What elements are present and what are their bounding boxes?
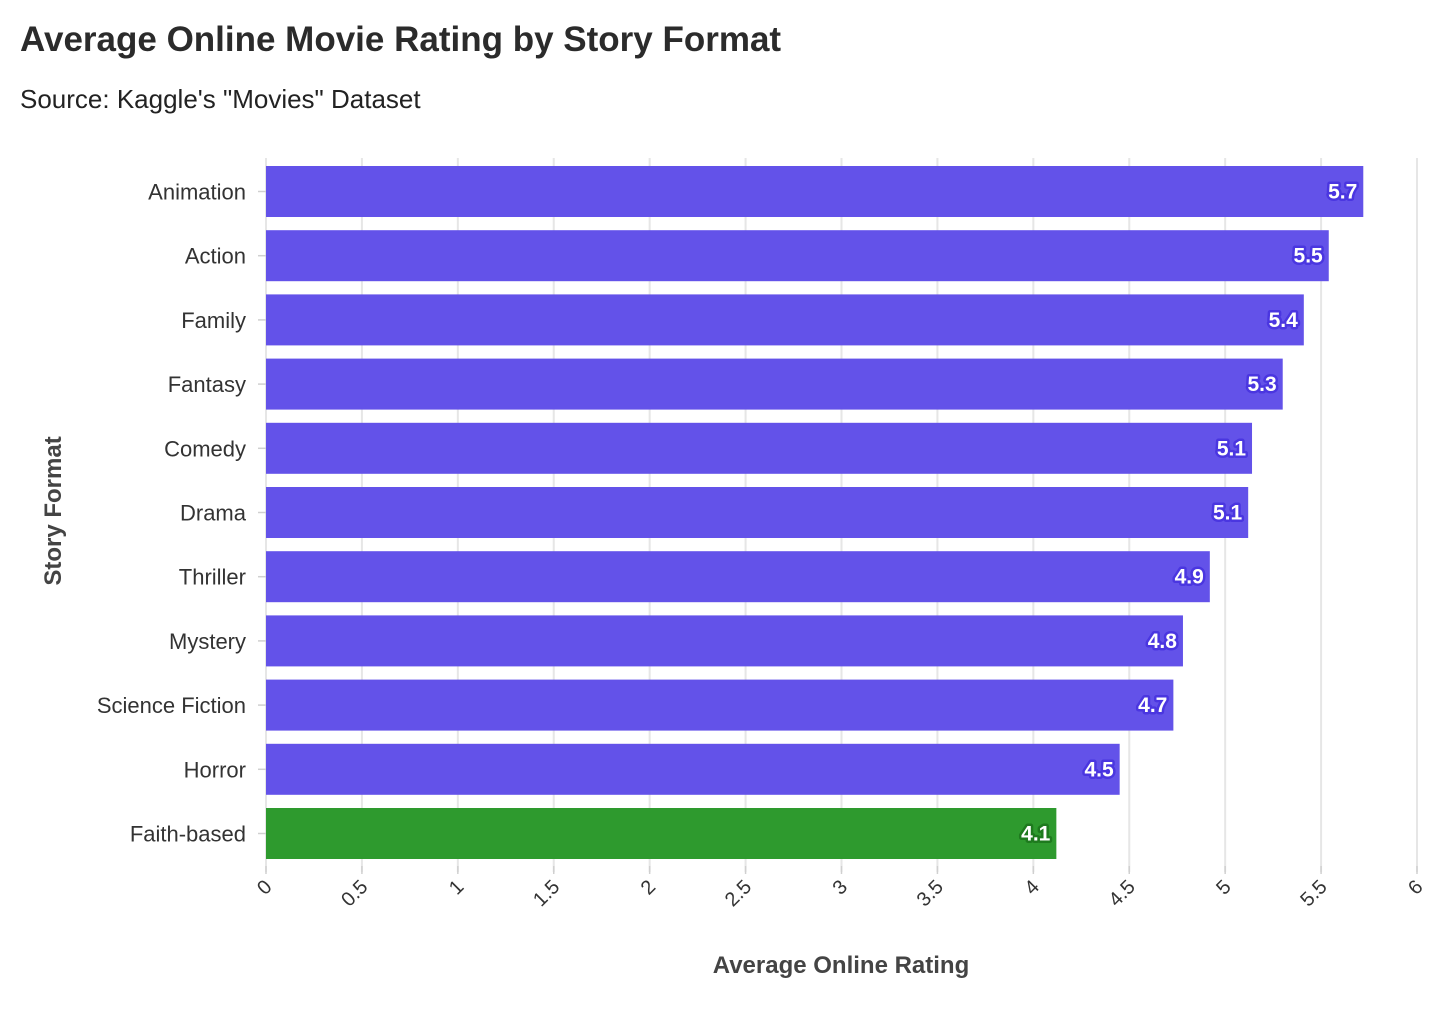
x-tick-label: 3.5 bbox=[913, 876, 948, 911]
y-tick-label: Comedy bbox=[164, 436, 246, 461]
bar-value-label: 5.5 bbox=[1294, 245, 1324, 268]
x-tick-label: 4.5 bbox=[1105, 876, 1140, 911]
x-tick-label: 2 bbox=[637, 876, 660, 899]
bar-mystery bbox=[266, 615, 1183, 667]
bars: 5.7 5.5 5.4 5.3 5.1 5.1 4.9 4.8 4.7 4.5 4.1 bbox=[266, 166, 1364, 859]
bar-animation bbox=[266, 166, 1364, 217]
x-tick-label: 1.5 bbox=[529, 876, 564, 911]
y-tick-label: Horror bbox=[184, 757, 246, 782]
y-tick-label: Fantasy bbox=[168, 372, 246, 397]
y-axis-title: Story Format bbox=[40, 436, 67, 585]
y-tick-label: Drama bbox=[180, 501, 247, 526]
chart-title: Average Online Movie Rating by Story For… bbox=[20, 20, 782, 59]
y-tick-label: Science Fiction bbox=[97, 693, 246, 718]
bar-family bbox=[266, 294, 1304, 346]
x-tick-label: 1 bbox=[445, 876, 468, 899]
x-tick-label: 4 bbox=[1020, 876, 1043, 899]
x-tick-label: 5 bbox=[1212, 876, 1235, 899]
bar-value-label: 5.4 bbox=[1269, 309, 1299, 332]
bar-value-label: 4.5 bbox=[1084, 758, 1114, 781]
y-tick-label: Action bbox=[185, 244, 246, 269]
bar-science-fiction bbox=[266, 679, 1174, 731]
bar-value-label: 4.1 bbox=[1021, 823, 1051, 846]
x-tick-label: 5.5 bbox=[1296, 876, 1331, 911]
bar-value-label: 4.8 bbox=[1148, 630, 1178, 653]
x-tick-label: 3 bbox=[829, 876, 852, 899]
y-axis-ticks: Animation Action Family Fantasy Comedy Drama T… bbox=[97, 180, 266, 847]
bar-value-label: 5.3 bbox=[1248, 373, 1277, 396]
bar-value-label: 5.1 bbox=[1217, 437, 1247, 460]
y-tick-label: Family bbox=[181, 308, 246, 333]
y-tick-label: Thriller bbox=[179, 565, 246, 590]
x-tick-label: 0 bbox=[253, 876, 276, 899]
x-tick-label: 2.5 bbox=[721, 876, 756, 911]
bar-value-label: 4.7 bbox=[1138, 694, 1167, 717]
y-tick-label: Mystery bbox=[169, 629, 246, 654]
bar-value-label: 5.1 bbox=[1213, 502, 1243, 525]
bar-value-label: 4.9 bbox=[1175, 566, 1204, 589]
bar-thriller bbox=[266, 551, 1210, 603]
x-tick-label: 0.5 bbox=[337, 876, 372, 911]
bar-action bbox=[266, 230, 1329, 282]
y-tick-label: Animation bbox=[148, 180, 246, 205]
x-axis-title: Average Online Rating bbox=[713, 952, 970, 979]
x-tick-label: 6 bbox=[1404, 876, 1427, 899]
bar-comedy bbox=[266, 422, 1253, 474]
x-axis-ticks: 0 0.5 1 1.5 2 2.5 3 3.5 4 4.5 5 5.5 6 bbox=[253, 866, 1428, 911]
bar-drama bbox=[266, 487, 1249, 538]
bar-horror bbox=[266, 743, 1120, 795]
bar-faith-based bbox=[266, 808, 1057, 859]
chart-subtitle: Source: Kaggle's "Movies" Dataset bbox=[20, 84, 421, 114]
bar-fantasy bbox=[266, 358, 1283, 410]
bar-value-label: 5.7 bbox=[1328, 181, 1357, 204]
y-tick-label: Faith-based bbox=[130, 822, 246, 847]
